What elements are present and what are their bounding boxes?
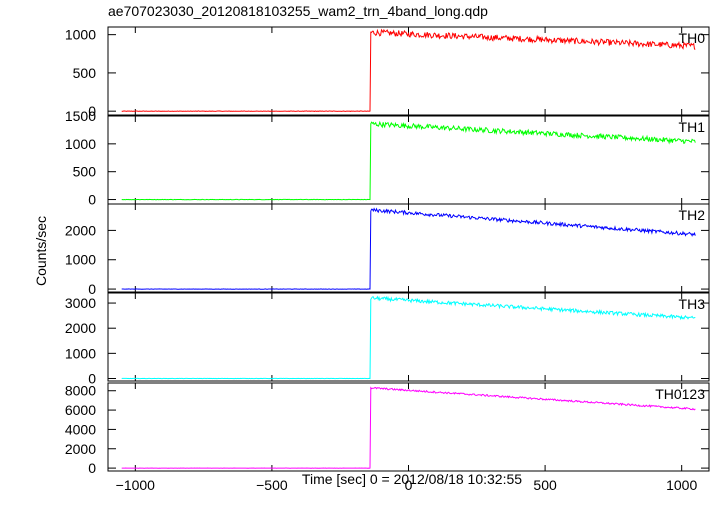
y-tick-label: 1000 bbox=[65, 252, 96, 268]
y-tick-label: 0 bbox=[88, 103, 96, 119]
panel-label: TH1 bbox=[679, 119, 706, 135]
y-tick-label: 3000 bbox=[65, 295, 96, 311]
panel-frame bbox=[107, 382, 710, 472]
series-line-th0 bbox=[121, 28, 696, 112]
panel-frame bbox=[107, 115, 710, 205]
panel-label: TH2 bbox=[679, 207, 706, 223]
panel-label: TH0123 bbox=[655, 386, 705, 402]
y-tick-label: 0 bbox=[88, 281, 96, 297]
panel-frame bbox=[107, 26, 710, 116]
x-tick-label: 0 bbox=[405, 477, 413, 493]
panel-th0: 0 500 1000 TH0 bbox=[65, 26, 710, 119]
series-line-th2 bbox=[121, 207, 696, 290]
x-tick-label: −1000 bbox=[116, 477, 156, 493]
panel-th1: 0 500 1000 1500 TH1 bbox=[65, 108, 710, 208]
panel-th3: 0 1000 2000 3000 TH3 bbox=[65, 292, 710, 386]
y-axis-title: Counts/sec bbox=[33, 216, 49, 286]
series-line-th1 bbox=[121, 120, 696, 201]
x-tick-label: −500 bbox=[256, 477, 288, 493]
y-tick-label: 500 bbox=[73, 164, 97, 180]
x-axis: −1000 −500 0 500 1000 bbox=[116, 477, 698, 493]
panel-th0123: 0 2000 4000 6000 8000 TH0123 bbox=[65, 382, 710, 476]
y-tick-label: 1500 bbox=[65, 108, 96, 124]
x-tick-label: 500 bbox=[533, 477, 557, 493]
y-tick-label: 2000 bbox=[65, 441, 96, 457]
panel-th2: 0 1000 2000 TH2 bbox=[65, 203, 710, 297]
y-tick-label: 1000 bbox=[65, 136, 96, 152]
y-tick-label: 2000 bbox=[65, 320, 96, 336]
panel-label: TH0 bbox=[679, 30, 706, 46]
y-tick-label: 8000 bbox=[65, 383, 96, 399]
x-axis-title: Time [sec] 0 = 2012/08/18 10:32:55 bbox=[302, 471, 522, 487]
series-line-th0123 bbox=[121, 386, 696, 469]
y-tick-label: 0 bbox=[88, 370, 96, 386]
y-tick-label: 1000 bbox=[65, 27, 96, 43]
panels: 0 500 1000 TH0 0 500 1000 1500 TH1 0 1000 2000 TH2 0 1… bbox=[65, 26, 710, 476]
y-tick-label: 4000 bbox=[65, 421, 96, 437]
y-tick-label: 1000 bbox=[65, 345, 96, 361]
y-tick-label: 6000 bbox=[65, 402, 96, 418]
series-line-th3 bbox=[121, 295, 696, 380]
panel-frame bbox=[107, 203, 710, 293]
y-tick-label: 500 bbox=[73, 65, 97, 81]
y-tick-label: 0 bbox=[88, 192, 96, 208]
chart-title: ae707023030_20120818103255_wam2_trn_4ban… bbox=[108, 3, 488, 19]
y-tick-label: 0 bbox=[88, 460, 96, 476]
x-tick-label: 1000 bbox=[666, 477, 697, 493]
panel-frame bbox=[107, 292, 710, 382]
y-tick-label: 2000 bbox=[65, 222, 96, 238]
panel-label: TH3 bbox=[679, 296, 706, 312]
